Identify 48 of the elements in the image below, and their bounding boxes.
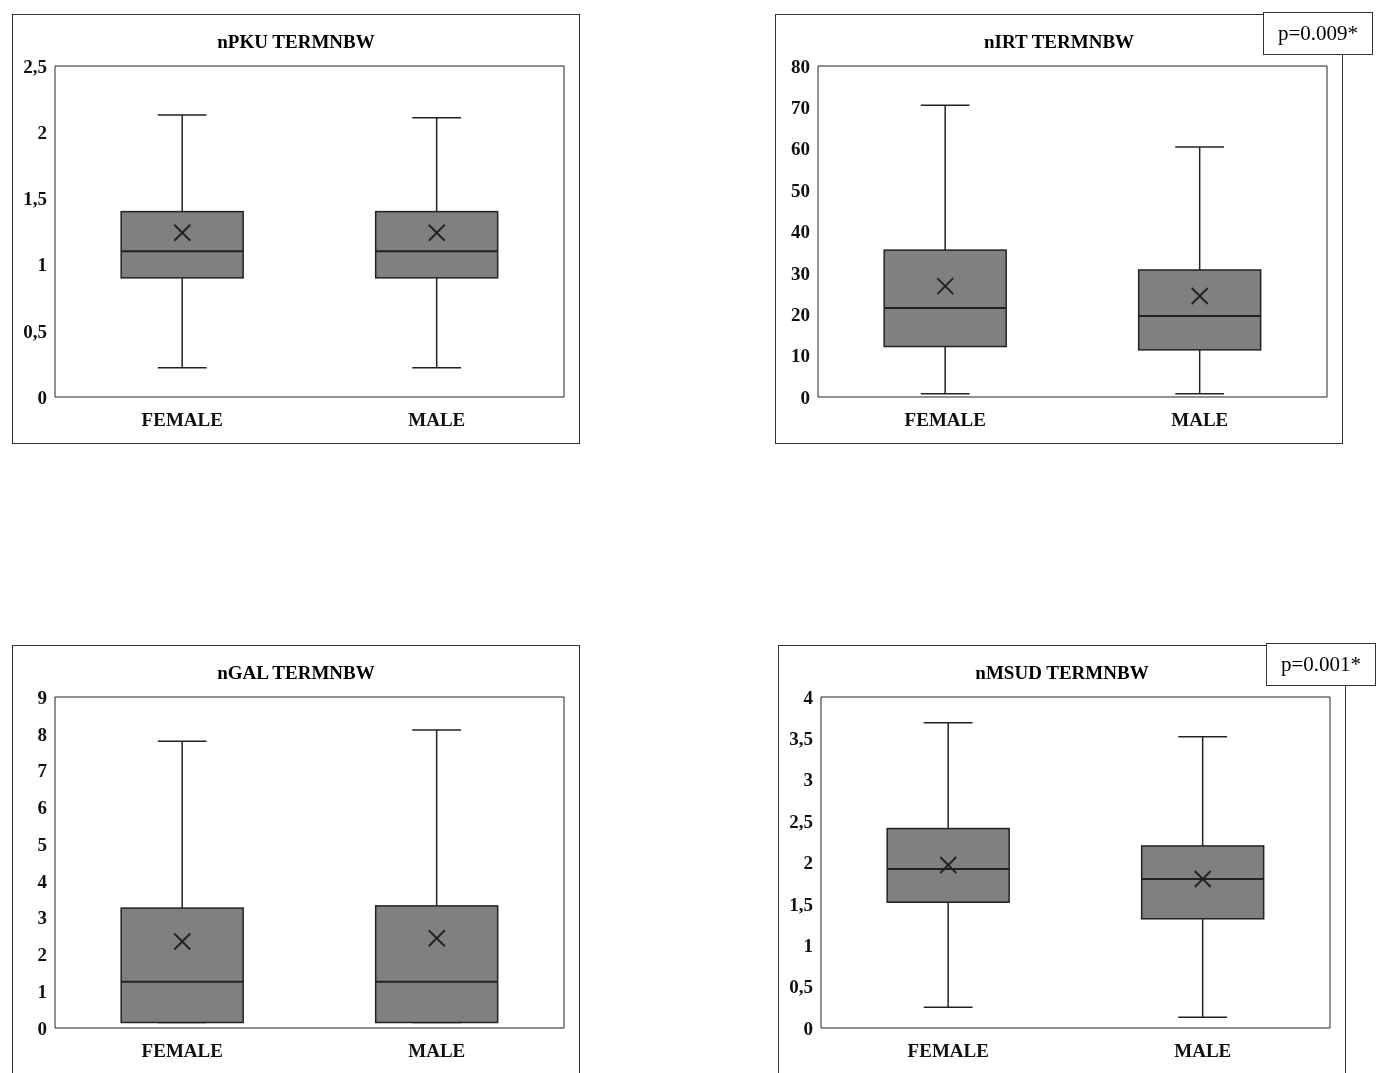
y-tick-label: 0 <box>800 386 810 408</box>
y-tick-label: 1 <box>37 980 47 1002</box>
y-tick-label: 8 <box>37 723 47 745</box>
x-tick-label: FEMALE <box>141 409 223 431</box>
y-tick-label: 4 <box>37 870 48 892</box>
y-tick-label: 4 <box>803 686 814 708</box>
y-tick-label: 3,5 <box>789 728 813 750</box>
y-tick-label: 30 <box>791 262 810 284</box>
x-tick-label: MALE <box>408 1040 466 1062</box>
y-tick-label: 0 <box>37 386 47 408</box>
y-tick-label: 1 <box>803 934 813 956</box>
x-tick-label: MALE <box>408 409 466 431</box>
chart-title: nGAL TERMNBW <box>216 662 376 685</box>
y-tick-label: 9 <box>37 686 47 708</box>
y-tick-label: 1,5 <box>789 893 813 915</box>
y-tick-label: 10 <box>791 345 810 367</box>
x-tick-label: FEMALE <box>141 1040 223 1062</box>
y-tick-label: 2 <box>803 852 813 874</box>
chart-title: nIRT TERMNBW <box>983 31 1135 52</box>
y-tick-label: 0 <box>37 1017 47 1039</box>
y-tick-label: 2 <box>37 944 47 966</box>
y-tick-label: 2,5 <box>789 810 813 832</box>
y-tick-label: 60 <box>791 138 810 160</box>
y-tick-label: 2 <box>37 121 47 143</box>
y-tick-label: 0,5 <box>789 976 813 998</box>
text: p=0.009* <box>1262 12 1373 55</box>
x-tick-label: FEMALE <box>907 1040 989 1062</box>
chart-title: nMSUD TERMNBW <box>975 662 1149 683</box>
y-tick-label: 2,5 <box>23 55 47 77</box>
x-tick-label: FEMALE <box>904 409 986 431</box>
y-tick-label: 7 <box>37 760 48 782</box>
y-tick-label: 1 <box>37 254 47 276</box>
text: p=0.001* <box>1265 643 1376 686</box>
y-tick-label: 0 <box>803 1017 813 1039</box>
y-tick-label: 20 <box>791 303 810 325</box>
y-tick-label: 3 <box>803 769 813 791</box>
y-tick-label: 5 <box>37 833 47 855</box>
y-tick-label: 70 <box>791 97 810 119</box>
y-tick-label: 40 <box>791 221 810 243</box>
y-tick-label: 50 <box>791 179 810 201</box>
y-tick-label: 6 <box>37 797 47 819</box>
chart-title: nPKU TERMNBW <box>216 31 376 54</box>
x-tick-label: MALE <box>1174 1040 1232 1062</box>
y-tick-label: 3 <box>37 907 47 929</box>
y-tick-label: 1,5 <box>23 188 47 210</box>
y-tick-label: 0,5 <box>23 320 47 342</box>
x-tick-label: MALE <box>1171 409 1229 431</box>
y-tick-label: 80 <box>791 55 810 77</box>
